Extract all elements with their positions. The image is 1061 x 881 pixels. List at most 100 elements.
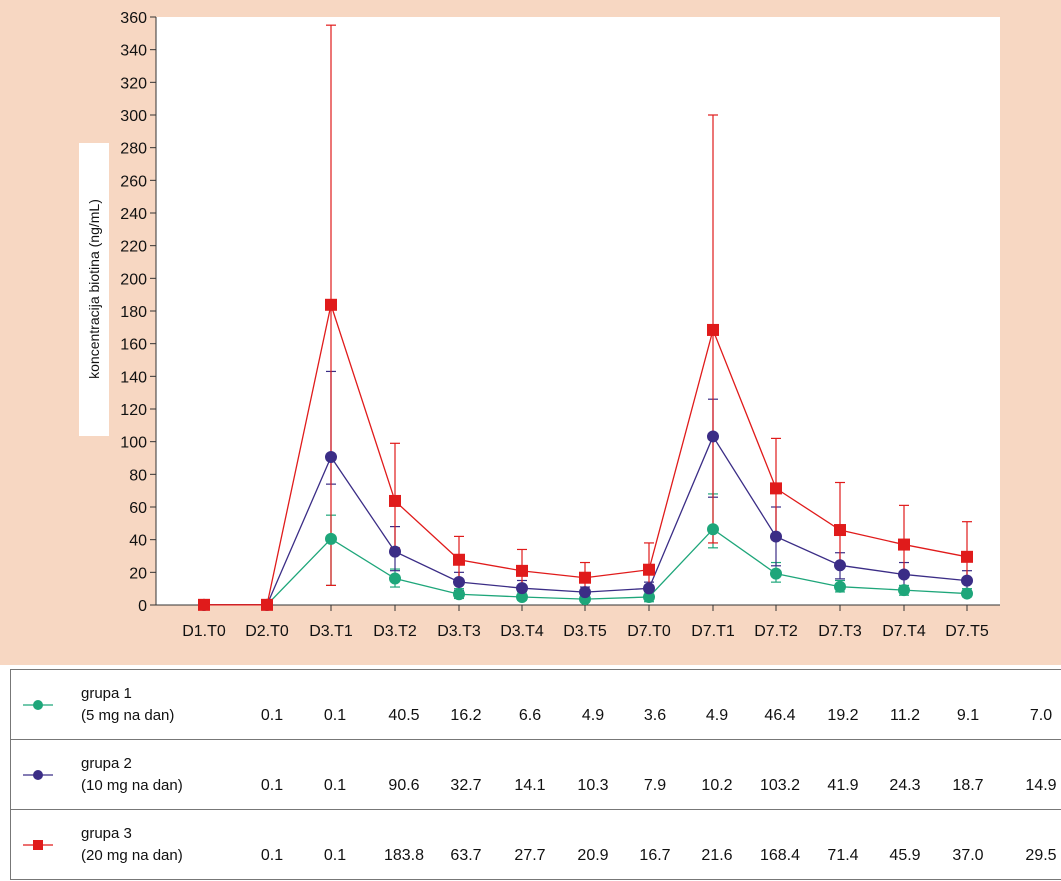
series-3-point: [643, 563, 655, 576]
legend-marker-3: [23, 840, 53, 850]
legend-series-name: grupa 1: [81, 685, 132, 702]
table-cell: 90.6: [388, 777, 420, 794]
series-1-point: [389, 572, 401, 585]
y-tick-label: 180: [120, 304, 147, 321]
series-3-point: [961, 550, 973, 563]
table-cell: 18.7: [952, 777, 984, 794]
series-3-point: [389, 494, 401, 507]
table-cell: 63.7: [450, 847, 482, 864]
table-cell: 0.1: [323, 777, 347, 794]
table-cell: 71.4: [827, 847, 859, 864]
table-cell: 0.1: [323, 707, 347, 724]
table-cell: 6.6: [518, 707, 542, 724]
series-3-point: [516, 564, 528, 577]
y-tick-label: 320: [120, 75, 147, 92]
table-cell: 21.6: [701, 847, 733, 864]
table-cell: 4.9: [705, 707, 729, 724]
y-tick-label: 40: [129, 533, 147, 550]
series-1-point: [770, 567, 782, 580]
table-cell: 7.9: [643, 777, 667, 794]
y-tick-label: 80: [129, 467, 147, 484]
y-axis-label-box: [79, 143, 109, 436]
series-2-point: [770, 530, 782, 543]
table-row: grupa 1 (5 mg na dan) 0.1 0.1 40.5 16.2 6.6 4.9…: [11, 670, 1061, 740]
legend-series-name: grupa 3: [81, 825, 132, 842]
series-1-point: [707, 523, 719, 536]
line-chart: 0 20 40 60 80 100 120 140 160 180 200 220 240 260 280 3…: [120, 10, 1000, 640]
table-cell: 16.2: [450, 707, 482, 724]
plot-area: [156, 17, 1000, 605]
data-table: grupa 1 (5 mg na dan) 0.1 0.1 40.5 16.2 6.6 4.9…: [10, 669, 1061, 880]
series-3-point: [261, 598, 273, 611]
series-2-point: [389, 545, 401, 558]
y-tick-label: 260: [120, 173, 147, 190]
legend-marker-shape: [33, 840, 43, 850]
y-tick-label: 120: [120, 402, 147, 419]
table-cell: 183.8: [383, 847, 425, 864]
x-tick-label: D7.T3: [818, 623, 862, 640]
x-tick-label: D7.T2: [754, 623, 798, 640]
x-tick-label: D3.T3: [437, 623, 481, 640]
series-3-point: [453, 553, 465, 566]
table-cell: 168.4: [759, 847, 801, 864]
table-cell: 19.2: [827, 707, 859, 724]
x-tick-label: D1.T0: [182, 623, 226, 640]
x-tick-label: D3.T1: [309, 623, 353, 640]
series-3-point: [707, 323, 719, 336]
series-2-point: [961, 574, 973, 587]
y-tick-label: 0: [138, 598, 147, 615]
table-cell: 0.1: [260, 777, 284, 794]
y-tick-label: 240: [120, 206, 147, 223]
table-cell: 14.1: [514, 777, 546, 794]
x-tick-label: D3.T4: [500, 623, 544, 640]
table-cell: 27.7: [514, 847, 546, 864]
table-cell: 10.3: [577, 777, 609, 794]
table-cell: 0.1: [260, 707, 284, 724]
y-axis-label: koncentracija biotina (ng/mL): [86, 199, 102, 379]
table-cell: 14.9: [1025, 777, 1057, 794]
table-cell: 0.1: [323, 847, 347, 864]
table-cell: 41.9: [827, 777, 859, 794]
y-tick-label: 60: [129, 500, 147, 517]
table-row: grupa 3 (20 mg na dan) 0.1 0.1 183.8 63.7 27.7…: [11, 810, 1061, 880]
series-3-point: [898, 538, 910, 551]
series-2-point: [325, 451, 337, 464]
series-1-point: [516, 590, 528, 603]
x-tick-label: D3.T2: [373, 623, 417, 640]
y-tick-label: 300: [120, 108, 147, 125]
table-cell: 46.4: [764, 707, 796, 724]
table-cell: 40.5: [388, 707, 420, 724]
y-tick-label: 140: [120, 369, 147, 386]
table-cell: 103.2: [759, 777, 801, 794]
series-3-point: [579, 571, 591, 584]
table-cell: 32.7: [450, 777, 482, 794]
table-cell: 45.9: [889, 847, 921, 864]
y-tick-label: 220: [120, 239, 147, 256]
table-row: grupa 2 (10 mg na dan) 0.1 0.1 90.6 32.7 14.1 1…: [11, 740, 1061, 810]
series-1-point: [643, 590, 655, 603]
legend-series-name: grupa 2: [81, 755, 132, 772]
series-2-point: [516, 582, 528, 595]
series-2-point: [453, 575, 465, 588]
series-2-point: [834, 559, 846, 572]
legend-series-dose: (5 mg na dan): [81, 707, 175, 724]
table-cell: 11.2: [890, 707, 920, 724]
table-cell: 37.0: [952, 847, 984, 864]
series-1-point: [325, 532, 337, 545]
series-2-point: [579, 586, 591, 599]
series-3-point: [834, 524, 846, 537]
table-cell: 20.9: [577, 847, 609, 864]
table-cell: 16.7: [639, 847, 671, 864]
series-1-point: [453, 588, 465, 601]
legend-series-dose: (10 mg na dan): [81, 777, 183, 794]
table-cell: 29.5: [1025, 847, 1057, 864]
y-tick-label: 280: [120, 141, 147, 158]
series-1-point: [961, 587, 973, 600]
series-1-point: [898, 584, 910, 597]
table-cell: 3.6: [643, 707, 667, 724]
series-1-point: [834, 580, 846, 593]
y-tick-label: 160: [120, 337, 147, 354]
y-tick-label: 20: [129, 565, 147, 582]
x-tick-label: D7.T4: [882, 623, 926, 640]
series-2-point: [707, 430, 719, 443]
